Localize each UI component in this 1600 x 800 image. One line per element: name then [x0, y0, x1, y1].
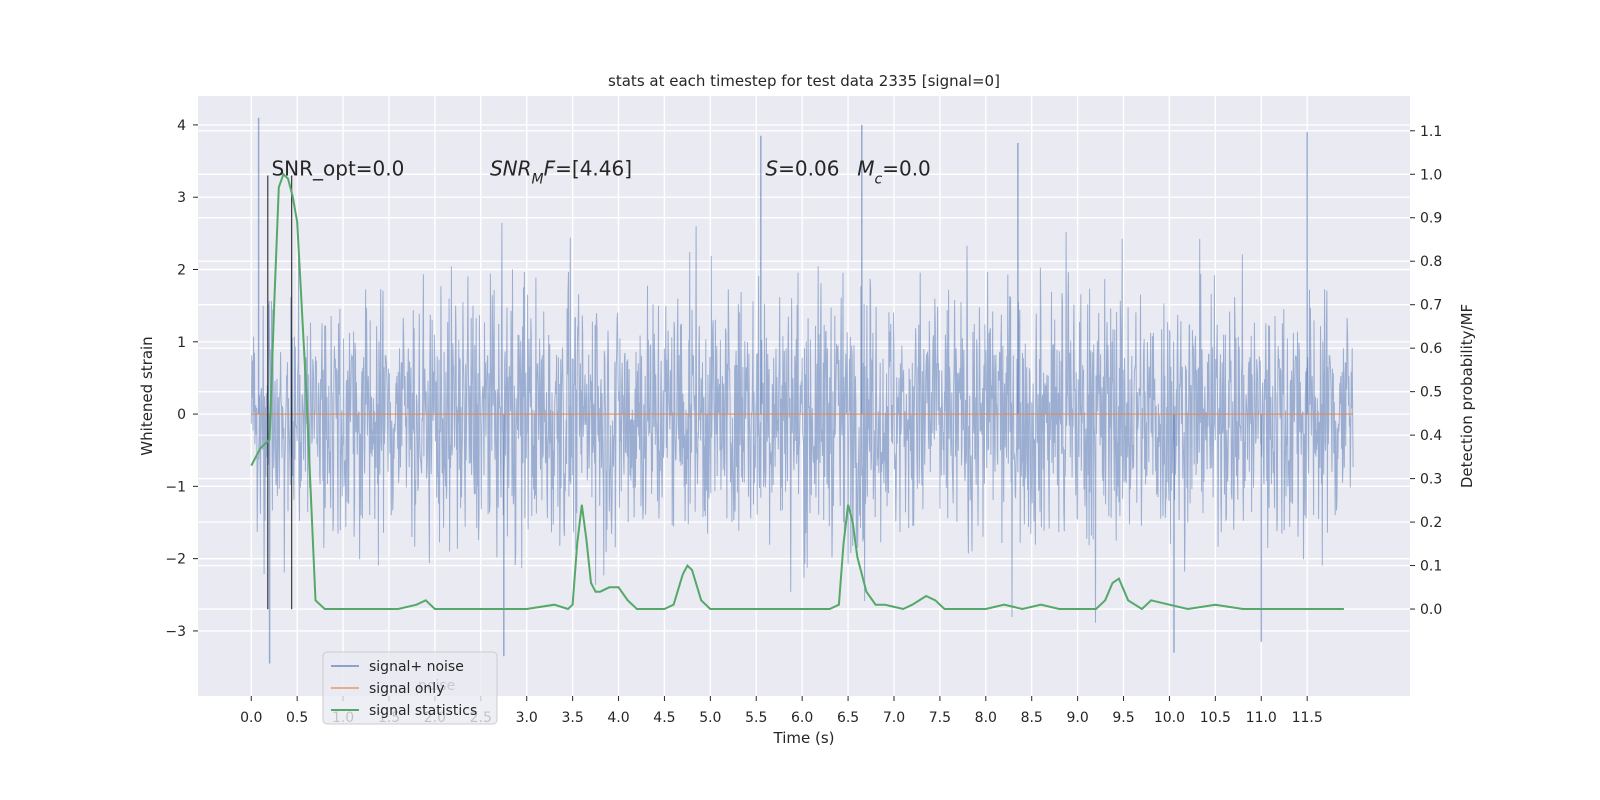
- annotations: SNR_opt=0.0 SNRMF=[4.46] S=0.06 Mc=0.0: [271, 157, 930, 188]
- y2-tick-label: 0.1: [1420, 559, 1442, 575]
- y2-tick-label: 0.3: [1420, 472, 1442, 488]
- annotation-s-val: S=0.06: [765, 157, 839, 181]
- x-tick-label: 8.5: [1021, 710, 1043, 726]
- chart-title: stats at each timestep for test data 233…: [608, 72, 1000, 90]
- y2-axis-ticks: 0.0 0.1 0.2 0.3 0.4 0.5 0.6 0.7 0.8 0.9 1.0 1.1: [1410, 124, 1442, 618]
- annotation-part: M: [532, 172, 544, 188]
- x-tick-label: 10.5: [1200, 710, 1231, 726]
- x-tick-label: 10.0: [1154, 710, 1185, 726]
- legend-label: signal only: [369, 681, 444, 697]
- annotation-part: =0.06: [778, 157, 839, 181]
- x-tick-label: 4.5: [653, 710, 675, 726]
- y-tick-label: 1: [177, 335, 186, 351]
- y2-tick-label: 1.1: [1420, 124, 1442, 140]
- y-axis-title: Whitened strain: [138, 336, 156, 455]
- x-tick-label: 11.5: [1292, 710, 1323, 726]
- x-tick-label: 7.0: [883, 710, 905, 726]
- x-tick-label: 9.0: [1066, 710, 1088, 726]
- legend-box: [322, 651, 498, 725]
- annotation-snr-opt: SNR_opt=0.0: [271, 157, 404, 181]
- signal-statistics-series: [250, 172, 1344, 611]
- legend-label: signal statistics: [369, 703, 477, 719]
- y2-tick-label: 0.5: [1420, 385, 1442, 401]
- marker-lines: [267, 175, 293, 610]
- y-tick-label: 4: [177, 118, 186, 134]
- legend-shadow-text: noise: [418, 678, 455, 694]
- signal-statistics-line: [250, 172, 1344, 611]
- x-tick-label: 7.5: [929, 710, 951, 726]
- y2-axis-title: Detection probability/MF: [1458, 304, 1476, 488]
- y2-tick-label: 0.7: [1420, 298, 1442, 314]
- x-tick-label: 5.0: [699, 710, 721, 726]
- signal-noise-line: [250, 222, 1354, 623]
- y2-tick-label: 0.4: [1420, 428, 1442, 444]
- x-tick-label: 11.0: [1246, 710, 1277, 726]
- annotation-part: S: [765, 157, 778, 181]
- x-tick-label: 3.0: [516, 710, 538, 726]
- y-tick-label: 2: [177, 262, 186, 278]
- x-tick-label: 0.0: [240, 710, 262, 726]
- signal-noise-peaks: [257, 117, 1308, 664]
- x-tick-label: 5.5: [745, 710, 767, 726]
- annotation-part: =[4.46]: [555, 157, 632, 181]
- x-tick-label: 4.0: [607, 710, 629, 726]
- y-axis-ticks: −3 −2 −1 0 1 2 3 4: [165, 118, 198, 640]
- legend-label: signal+ noise: [369, 659, 464, 675]
- y2-tick-label: 0.9: [1420, 211, 1442, 227]
- annotation-part: c: [875, 172, 883, 188]
- y2-tick-label: 1.0: [1420, 167, 1442, 183]
- x-tick-label: 0.5: [286, 710, 308, 726]
- x-tick-label: 9.5: [1112, 710, 1134, 726]
- x-tick-label: 6.0: [791, 710, 813, 726]
- annotation-snr-mf: SNRMF=[4.46]: [490, 157, 632, 188]
- y-tick-label: 3: [177, 190, 186, 206]
- y-tick-label: −2: [165, 552, 186, 568]
- x-tick-label: 6.5: [837, 710, 859, 726]
- legend: noise signal+ noise signal only signal stat…: [322, 651, 498, 725]
- signal-noise-series: [250, 117, 1354, 664]
- annotation-part: M: [857, 157, 874, 181]
- y2-tick-label: 0.0: [1420, 602, 1442, 618]
- y-tick-label: −1: [165, 479, 186, 495]
- annotation-part: SNR_opt=0.0: [271, 157, 404, 181]
- y-tick-label: −3: [165, 624, 186, 640]
- annotation-part: SNR: [490, 157, 532, 181]
- annotation-part: F: [544, 157, 556, 181]
- x-tick-label: 8.0: [975, 710, 997, 726]
- x-axis-title: Time (s): [773, 729, 835, 747]
- annotation-mc-val: Mc=0.0: [857, 157, 931, 188]
- y-tick-label: 0: [177, 407, 186, 423]
- y2-tick-label: 0.2: [1420, 515, 1442, 531]
- y2-tick-label: 0.8: [1420, 254, 1442, 270]
- y2-tick-label: 0.6: [1420, 341, 1442, 357]
- annotation-part: =0.0: [882, 157, 931, 181]
- x-tick-label: 3.5: [561, 710, 583, 726]
